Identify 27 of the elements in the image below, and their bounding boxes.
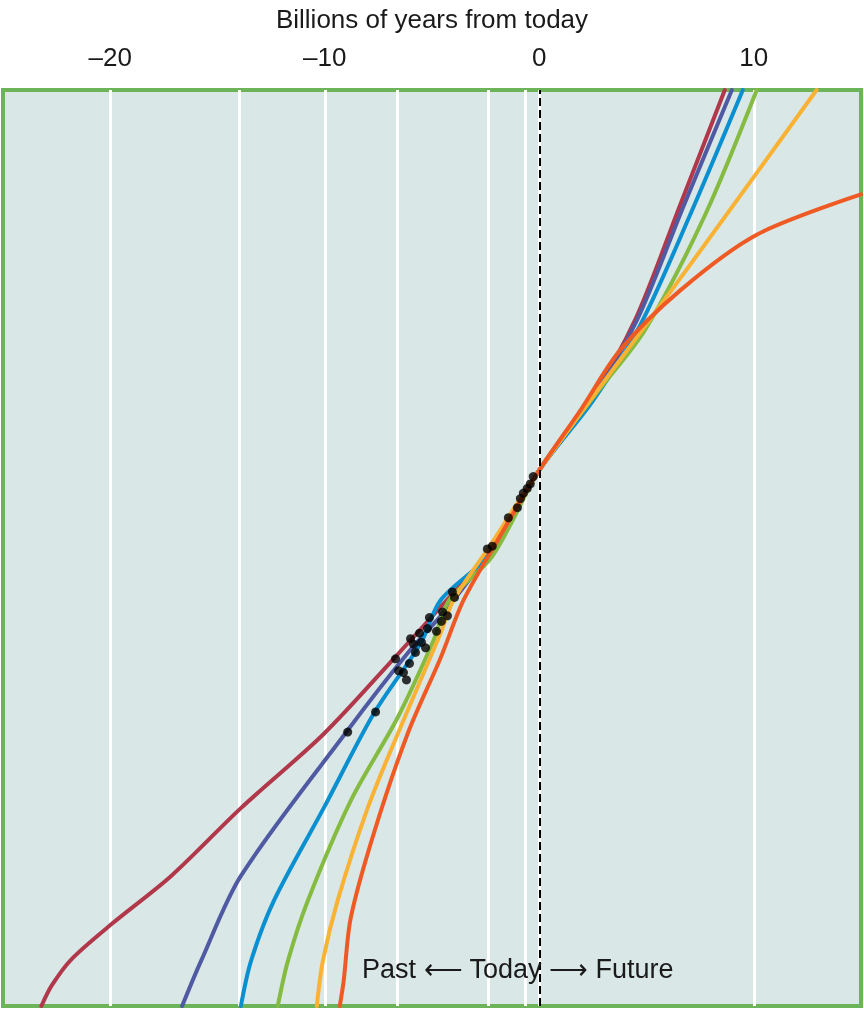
point	[442, 611, 452, 621]
point	[404, 658, 414, 668]
point	[409, 639, 419, 649]
point	[421, 643, 431, 653]
point	[482, 544, 492, 554]
point	[503, 513, 513, 523]
point	[515, 494, 525, 504]
point	[391, 654, 401, 664]
point	[423, 624, 432, 634]
annotation: Past ⟵ Today ⟶ Future	[362, 953, 674, 984]
point	[415, 628, 425, 638]
point	[424, 613, 434, 623]
x-tick-label: –20	[88, 42, 132, 72]
point	[343, 727, 353, 737]
point	[410, 647, 420, 657]
x-tick-label: –10	[303, 42, 347, 72]
point	[371, 707, 381, 717]
point	[398, 668, 408, 678]
point	[450, 592, 460, 602]
x-tick-label: 0	[532, 42, 547, 72]
point	[401, 675, 411, 685]
point	[512, 503, 522, 513]
x-axis-title: Billions of years from today	[275, 4, 589, 34]
point	[432, 626, 441, 636]
point	[528, 472, 538, 482]
point	[436, 616, 446, 626]
x-tick-label: 10	[739, 42, 769, 72]
